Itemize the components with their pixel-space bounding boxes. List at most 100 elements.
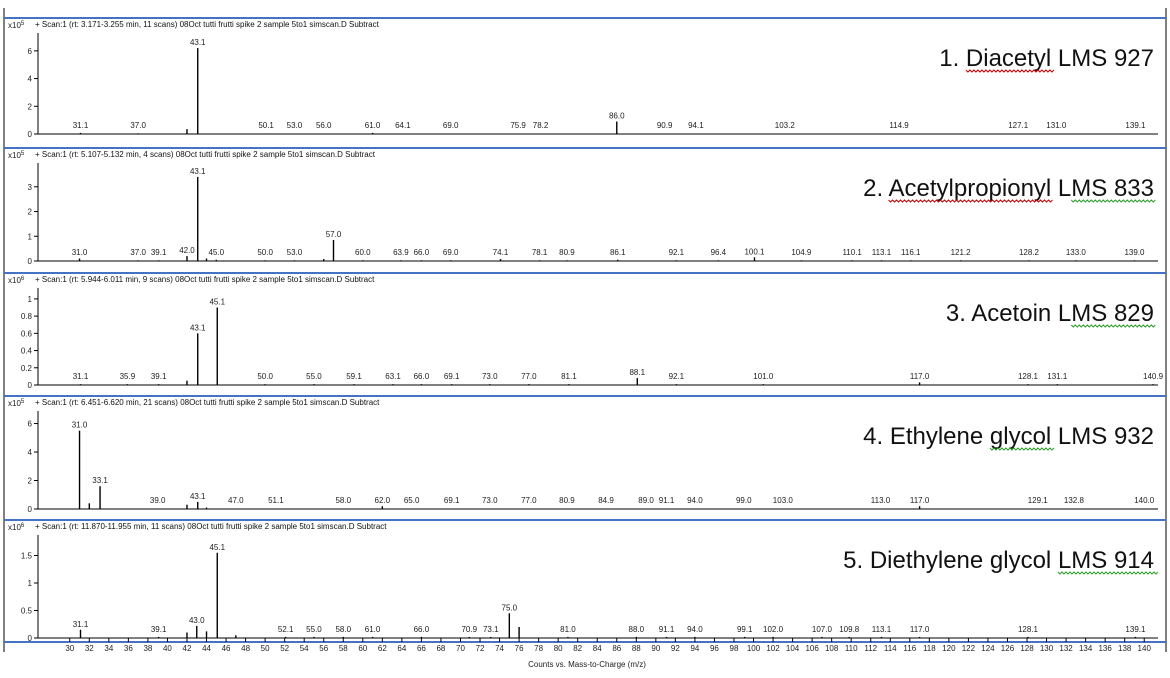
x-tick-label: 38 (143, 644, 152, 653)
x-tick-label: 54 (300, 644, 309, 653)
peak-label: 131.0 (1046, 121, 1067, 130)
peak-label: 31.1 (73, 620, 89, 629)
peak-label: 80.9 (559, 248, 575, 257)
x-tick-label: 70 (456, 644, 465, 653)
x-tick-label: 104 (786, 644, 800, 653)
y-scale-label: x106 (8, 276, 25, 285)
peak-label: 63.9 (393, 248, 409, 257)
peak-label: 58.0 (335, 496, 351, 505)
peak-label: 110.1 (842, 248, 862, 257)
spellcheck-squiggle (1070, 199, 1156, 203)
peak-label: 128.1 (1018, 625, 1039, 634)
peak-label: 133.0 (1066, 248, 1087, 257)
peak-label: 69.1 (444, 372, 460, 381)
peak-label: 131.1 (1047, 372, 1068, 381)
x-tick-label: 80 (554, 644, 563, 653)
peak-label: 66.0 (414, 625, 430, 634)
y-scale-label: x105 (8, 151, 25, 160)
peak-label: 56.0 (316, 121, 332, 130)
peak-label: 92.1 (669, 372, 685, 381)
peak-label: 128.2 (1019, 248, 1040, 257)
compound-lms: LMS 927 (1051, 45, 1154, 72)
peak-label: 43.1 (190, 38, 206, 47)
peak-label: 58.0 (335, 625, 351, 634)
peak-label: 65.0 (404, 496, 420, 505)
peak-label: 139.1 (1125, 625, 1146, 634)
peak-label: 43.1 (190, 492, 206, 501)
y-tick-label: 1 (28, 295, 33, 304)
peak-label: 92.1 (669, 248, 685, 257)
x-tick-label: 90 (651, 644, 660, 653)
peak-label: 39.1 (151, 625, 167, 634)
peak-label: 102.0 (763, 625, 784, 634)
peak-label: 43.1 (190, 167, 206, 176)
peak-label: 99.0 (736, 496, 752, 505)
peak-label: 117.0 (910, 625, 930, 634)
y-scale-exponent: 6 (21, 523, 25, 529)
x-tick-label: 140 (1138, 644, 1152, 653)
y-tick-label: 0.6 (21, 329, 33, 338)
peak-label: 96.4 (711, 248, 727, 257)
peak-label: 59.1 (346, 372, 362, 381)
x-tick-label: 50 (261, 644, 270, 653)
peak-label: 100.1 (744, 247, 765, 256)
y-scale-exponent: 5 (21, 21, 25, 27)
y-tick-label: 0.5 (21, 607, 33, 616)
x-tick-label: 134 (1079, 644, 1093, 653)
peak-label: 117.0 (910, 496, 930, 505)
scan-header: + Scan:1 (rt: 11.870-11.955 min, 11 scan… (35, 522, 387, 531)
compound-label: 1. Diacetyl LMS 927 (939, 45, 1154, 72)
x-tick-label: 64 (397, 644, 406, 653)
x-tick-label: 92 (671, 644, 680, 653)
peak-label: 113.1 (872, 625, 892, 634)
spectrum-panel-4: + Scan:1 (rt: 6.451-6.620 min, 21 scans)… (4, 395, 1166, 514)
x-tick-label: 58 (339, 644, 348, 653)
y-scale-exponent: 5 (21, 399, 25, 405)
y-tick-label: 2 (28, 102, 33, 111)
y-scale-exponent: 5 (21, 151, 25, 157)
x-tick-label: 96 (710, 644, 719, 653)
compound-name-part2: glycol (990, 423, 1051, 450)
spellcheck-squiggle (1057, 571, 1159, 575)
spellcheck-squiggle (888, 199, 1053, 203)
y-tick-label: 0 (28, 505, 33, 514)
compound-name: Acetoin (971, 300, 1051, 327)
compound-name: Diethylene glycol (870, 547, 1058, 574)
spellcheck-squiggle (965, 69, 1055, 73)
peak-label: 39.1 (151, 248, 167, 257)
peak-label: 81.0 (560, 625, 576, 634)
peak-label: 94.1 (688, 121, 704, 130)
peak-label: 55.0 (306, 372, 322, 381)
x-tick-label: 32 (85, 644, 94, 653)
peak-label: 74.1 (493, 248, 509, 257)
peak-label: 80.9 (559, 496, 575, 505)
y-scale-label: x105 (8, 21, 25, 30)
compound-name: Diacetyl (966, 45, 1051, 72)
y-tick-label: 1.5 (21, 552, 33, 561)
peak-label: 104.9 (791, 248, 812, 257)
peak-label: 139.0 (1124, 248, 1145, 257)
peak-label: 75.9 (510, 121, 526, 130)
peak-label: 91.1 (659, 496, 675, 505)
scan-header: + Scan:1 (rt: 5.107-5.132 min, 4 scans) … (35, 150, 376, 159)
peak-label: 77.0 (521, 372, 537, 381)
peak-label: 60.0 (355, 248, 371, 257)
peak-label: 63.1 (385, 372, 401, 381)
peak-label: 91.1 (659, 625, 675, 634)
peak-label: 37.0 (130, 121, 146, 130)
x-tick-label: 136 (1098, 644, 1112, 653)
compound-label: 5. Diethylene glycol LMS 914 (843, 547, 1154, 574)
peak-label: 139.1 (1125, 121, 1146, 130)
peak-label: 45.1 (209, 298, 225, 307)
scan-header: + Scan:1 (rt: 3.171-3.255 min, 11 scans)… (35, 20, 380, 29)
peak-label: 37.0 (130, 248, 146, 257)
y-scale-label: x106 (8, 523, 25, 532)
x-tick-label: 48 (241, 644, 250, 653)
peak-label: 86.0 (609, 112, 625, 121)
x-tick-label: 120 (942, 644, 956, 653)
x-tick-label: 100 (747, 644, 761, 653)
compound-number: 1. (939, 45, 966, 72)
compound-number: 4. (863, 423, 890, 450)
